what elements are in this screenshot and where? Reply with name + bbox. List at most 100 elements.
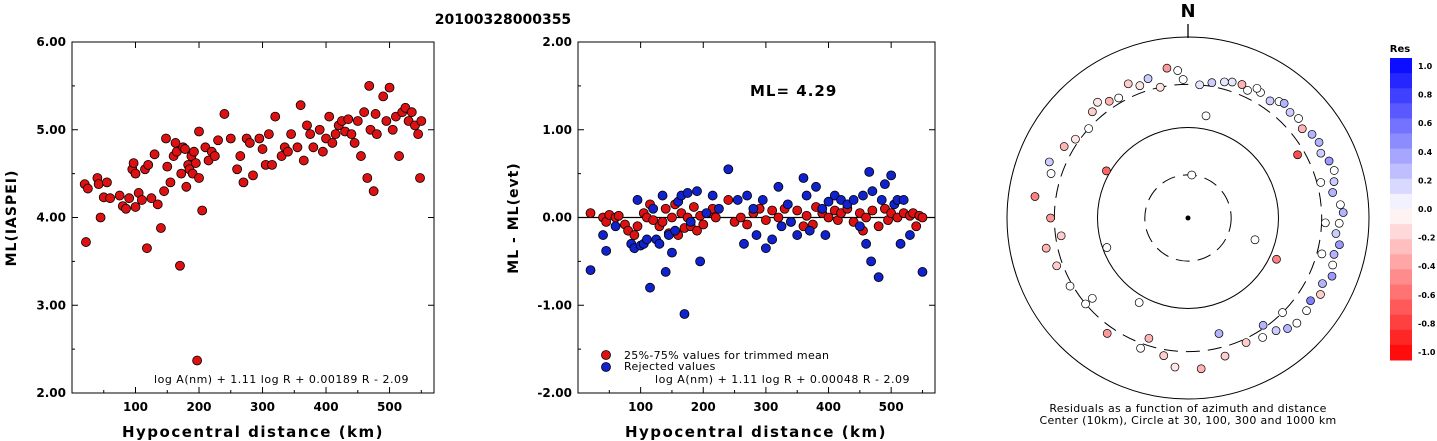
data-point (801, 190, 812, 201)
colorbar-cell (1390, 239, 1412, 255)
x-tick-label: 400 (816, 400, 841, 414)
data-point (114, 190, 125, 201)
residual-point (1258, 320, 1268, 330)
residual-point (1336, 200, 1345, 210)
colorbar-cell (1390, 103, 1412, 119)
data-point (394, 151, 404, 161)
data-point (352, 116, 363, 126)
residual-point (1046, 213, 1055, 223)
data-point (349, 138, 360, 148)
residual-point (1084, 124, 1094, 133)
ml-annotation: ML= 4.29 (750, 82, 837, 100)
data-point (657, 190, 668, 201)
colorbar-cell (1390, 299, 1412, 316)
residual-point (1102, 243, 1112, 252)
data-point (130, 168, 141, 179)
data-point (598, 230, 608, 240)
data-point (735, 212, 746, 223)
data-point (760, 215, 771, 226)
colorbar-tick-label: -1.0 (1418, 348, 1436, 357)
data-point (219, 109, 230, 119)
x-axis-label: Hypocentral distance (km) (625, 423, 887, 441)
colorbar-tick-label: 0.0 (1418, 205, 1433, 214)
data-point (682, 188, 693, 198)
data-point (723, 164, 734, 175)
residual-point (1294, 114, 1303, 123)
data-point (406, 107, 417, 118)
legend-label-rejected: Rejected values (624, 360, 716, 373)
residual-point (1041, 243, 1051, 253)
residual-point (1170, 362, 1180, 372)
data-point (801, 210, 812, 221)
data-point (189, 146, 199, 157)
data-point (370, 109, 381, 119)
data-point (142, 243, 152, 254)
data-point (773, 181, 784, 192)
data-point (739, 238, 749, 249)
x-tick-label: 500 (377, 400, 402, 414)
legend-marker-trimmed (601, 350, 611, 360)
residual-point (1087, 293, 1097, 303)
data-point (767, 205, 778, 216)
residual-point (1331, 229, 1341, 238)
data-point (295, 100, 306, 111)
residual-point (1318, 279, 1327, 288)
residual-point (1317, 249, 1327, 259)
residual-point (1285, 107, 1295, 117)
data-point (685, 216, 696, 227)
caption-line-1: Residuals as a function of azimuth and d… (1049, 402, 1326, 415)
colorbar-cell (1390, 148, 1412, 165)
data-point (314, 124, 325, 135)
data-point (864, 166, 875, 177)
data-point (302, 120, 312, 131)
data-point (898, 195, 909, 205)
data-point (710, 212, 721, 223)
data-point (732, 195, 743, 205)
epicenter-dot (1185, 215, 1191, 221)
x-axis-label: Hypocentral distance (km) (122, 423, 384, 441)
data-point (283, 146, 293, 157)
data-point (180, 144, 190, 154)
data-point (657, 216, 668, 227)
data-point (867, 186, 878, 197)
residual-point (1307, 129, 1317, 139)
colorbar-cell (1390, 224, 1412, 240)
legend-label-trimmed: 25%-75% values for trimmed mean (624, 349, 829, 362)
residual-point (1071, 134, 1080, 144)
data-point (95, 212, 106, 223)
data-point (820, 230, 831, 240)
colorbar-cell (1390, 118, 1412, 134)
data-point (102, 177, 112, 188)
y-tick-label: 3.00 (36, 298, 66, 312)
y-axis-label: ML - ML(evt) (506, 162, 522, 273)
data-point (798, 173, 809, 183)
data-point (263, 129, 274, 140)
colorbar-cell (1390, 209, 1412, 225)
data-point (723, 195, 734, 205)
colorbar-tick-label: -0.8 (1418, 319, 1436, 328)
colorbar-cell (1390, 178, 1412, 195)
data-point (305, 129, 316, 140)
data-point (364, 80, 375, 91)
data-point (610, 221, 621, 232)
residual-point (1114, 93, 1124, 103)
data-point (149, 149, 160, 160)
data-point (879, 179, 890, 190)
data-point (381, 116, 392, 126)
data-point (225, 133, 236, 144)
data-point (143, 159, 154, 170)
data-point (751, 230, 762, 240)
data-point (667, 212, 677, 223)
data-point (248, 170, 258, 181)
residual-point (1159, 351, 1169, 360)
colorbar-tick-label: -0.4 (1418, 262, 1436, 271)
residual-point (1065, 281, 1075, 291)
data-point (194, 173, 204, 183)
data-point (121, 203, 131, 214)
data-point (911, 221, 922, 232)
data-point (327, 138, 338, 148)
x-tick-label: 200 (691, 400, 716, 414)
data-point (848, 195, 859, 205)
x-tick-label: 300 (250, 400, 275, 414)
data-point (162, 161, 173, 172)
